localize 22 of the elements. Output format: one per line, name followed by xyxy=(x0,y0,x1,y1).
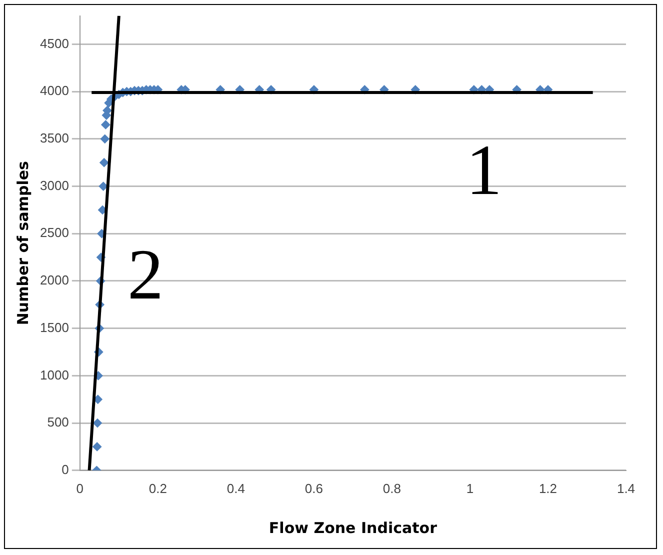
x-tick-label: 1 xyxy=(466,480,474,496)
y-tick-label: 2000 xyxy=(40,272,69,288)
x-tick-label: 0.2 xyxy=(148,480,167,496)
y-tick-label: 2500 xyxy=(40,225,69,240)
x-tick-label: 0 xyxy=(76,480,84,496)
x-tick-label: 0.4 xyxy=(226,480,245,496)
y-tick-label: 3000 xyxy=(40,178,69,193)
x-tick-label: 1.4 xyxy=(616,480,636,496)
x-tick-label: 0.6 xyxy=(304,480,323,496)
x-tick-label: 1.2 xyxy=(538,480,558,496)
y-tick-label: 4500 xyxy=(40,36,69,51)
y-tick-label: 1000 xyxy=(40,367,69,382)
x-axis-title: Flow Zone Indicator xyxy=(268,518,438,537)
y-tick-label: 1500 xyxy=(40,320,69,335)
y-tick-label: 3500 xyxy=(40,130,69,146)
y-tick-label: 4000 xyxy=(40,83,69,98)
y-axis-title: Number of samples xyxy=(14,160,32,326)
annotation: 1 xyxy=(466,130,502,210)
y-tick-label: 0 xyxy=(62,462,69,477)
y-tick-label: 500 xyxy=(47,414,69,430)
annotation: 2 xyxy=(127,234,164,314)
x-tick-label: 0.8 xyxy=(382,480,402,496)
